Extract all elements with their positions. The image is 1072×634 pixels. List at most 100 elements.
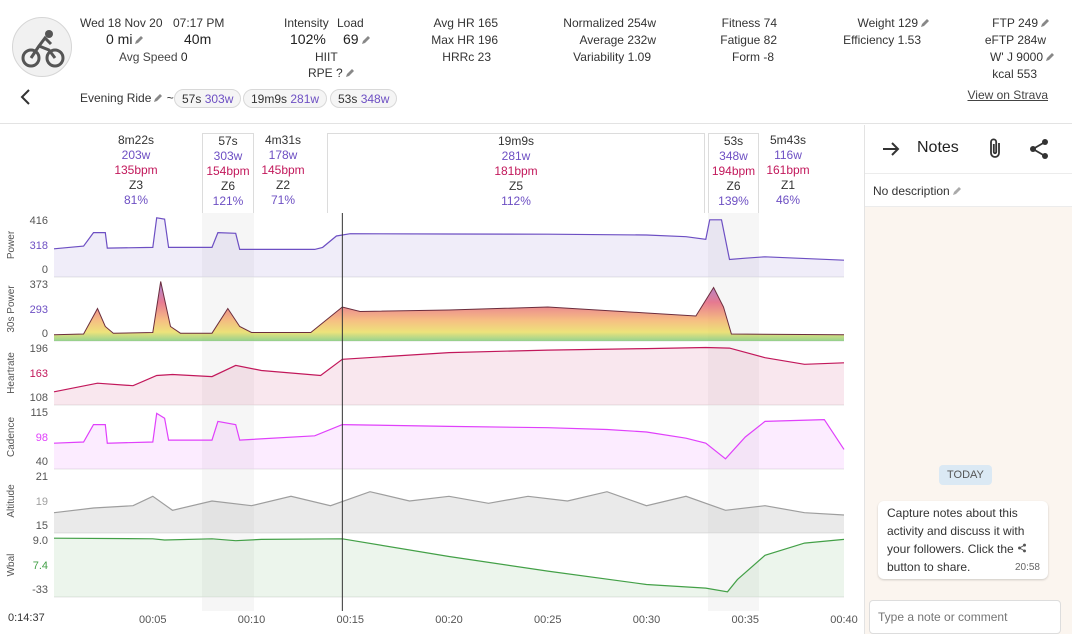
interval-power: 281w: [501, 149, 531, 163]
kcal-value: 553: [1016, 67, 1037, 81]
paperclip-icon: [990, 138, 1000, 158]
note-input[interactable]: [869, 600, 1061, 634]
y-tick-label: 293: [30, 304, 48, 316]
series-line: [53, 346, 845, 393]
max-hr-value: 196: [477, 33, 498, 47]
efficiency-value: 1.53: [897, 33, 921, 47]
activity-chart[interactable]: Power 416 318 0 30s Power 373 293 0 Heartrate 196…: [0, 125, 864, 634]
load-field[interactable]: 69: [343, 31, 371, 47]
hrrc: HRRc 23: [400, 50, 491, 64]
edit-pencil-icon[interactable]: [952, 185, 962, 195]
notes-header: Notes: [865, 125, 1072, 173]
interval-chip[interactable]: 53s 348w: [330, 89, 398, 108]
x-tick-label: 00:35: [731, 614, 759, 626]
eftp: eFTP 284w: [960, 33, 1046, 47]
interval-hr: 181bpm: [494, 164, 538, 178]
interval-card[interactable]: 19m9s 281w 181bpm Z5 112%: [327, 133, 705, 213]
interval-zone: Z5: [508, 179, 523, 193]
y-tick-label: 0: [42, 328, 48, 340]
panel-label: 30s Power: [6, 285, 17, 333]
workout-type: HIIT: [315, 50, 338, 64]
interval-duration: 57s: [218, 134, 238, 148]
wj-field[interactable]: W' J 9000: [960, 50, 1055, 64]
collapse-notes-button[interactable]: [879, 137, 903, 161]
attach-button[interactable]: [983, 137, 1007, 161]
panel-label: Altitude: [6, 484, 17, 518]
interval-card[interactable]: 8m22s 203w 135bpm Z3 81%: [90, 133, 182, 213]
interval-card[interactable]: 4m31s 178w 145bpm Z2 71%: [254, 133, 312, 213]
variability-label: Variability: [573, 50, 625, 64]
series-area: [54, 281, 844, 341]
arrow-right-icon: [883, 142, 900, 156]
interval-power: 116w: [774, 148, 802, 162]
edit-pencil-icon[interactable]: [345, 67, 355, 77]
interval-percent: 112%: [501, 194, 531, 208]
form-label: Form: [731, 50, 760, 64]
interval-chip[interactable]: 57s 303w: [174, 89, 242, 108]
edit-pencil-icon[interactable]: [1045, 51, 1055, 61]
edit-pencil-icon[interactable]: [361, 32, 371, 44]
rpe-field[interactable]: RPE ?: [308, 66, 355, 80]
chip-power: 281w: [290, 92, 320, 106]
message-text: your followers. Click the: [887, 542, 1014, 556]
notes-panel: Notes No description TODAY Capture notes…: [864, 125, 1072, 634]
interval-percent: 139%: [718, 194, 749, 208]
weight-field[interactable]: Weight 129: [820, 16, 930, 30]
load-value: 69: [343, 31, 359, 47]
edit-pencil-icon[interactable]: [153, 92, 163, 102]
interval-card[interactable]: 5m43s 116w 161bpm Z1 46%: [760, 133, 816, 213]
distance-field[interactable]: 0 mi: [106, 31, 144, 47]
edit-pencil-icon[interactable]: [134, 32, 144, 44]
share-icon: [1030, 139, 1048, 159]
avg-hr: Avg HR 165: [400, 16, 498, 30]
interval-percent: 81%: [123, 193, 149, 207]
message-time: 20:58: [1014, 562, 1040, 573]
series-line: [53, 491, 845, 516]
ftp-field[interactable]: FTP 249: [960, 16, 1050, 30]
back-button[interactable]: [16, 87, 36, 107]
y-tick-label: 9.0: [33, 535, 48, 547]
avg-speed-label: Avg Speed: [119, 50, 178, 64]
chevron-left-icon: [20, 89, 30, 105]
y-tick-label: 416: [30, 215, 48, 227]
description-field[interactable]: No description: [865, 173, 1072, 207]
interval-hr: 154bpm: [206, 164, 250, 178]
avg-hr-value: 165: [477, 16, 498, 30]
fitness: Fitness 74: [700, 16, 777, 30]
cyclist-icon: [21, 30, 65, 68]
y-tick-label: 373: [30, 279, 48, 291]
interval-card[interactable]: 57s 303w 154bpm Z6 121%: [202, 133, 254, 213]
series-area: [54, 413, 844, 469]
interval-percent: 46%: [775, 193, 801, 207]
interval-chip[interactable]: 19m9s 281w: [243, 89, 328, 108]
y-tick-label: -33: [32, 584, 48, 596]
x-tick-label: 00:15: [336, 614, 364, 626]
panel-label: Heartrate: [6, 352, 17, 394]
activity-time: 07:17 PM: [173, 16, 225, 30]
view-on-strava-link[interactable]: View on Strava: [967, 88, 1049, 102]
duration-value: 40m: [184, 31, 212, 47]
chip-power: 348w: [360, 92, 390, 106]
fatigue-label: Fatigue: [720, 33, 761, 47]
message-line: activity and discuss it with: [887, 524, 1025, 538]
panel-label: Wbal: [6, 554, 17, 577]
average-power: Average 232w: [540, 33, 656, 47]
interval-card[interactable]: 53s 348w 194bpm Z6 139%: [708, 133, 759, 213]
share-button[interactable]: [1027, 137, 1051, 161]
edit-pencil-icon[interactable]: [920, 17, 930, 27]
interval-zone: Z6: [726, 179, 741, 193]
y-tick-label: 196: [30, 343, 48, 355]
series-line: [53, 537, 845, 593]
activity-chart-svg[interactable]: Power 416 318 0 30s Power 373 293 0 Heartrate 196…: [0, 125, 864, 634]
interval-hr: 194bpm: [711, 164, 756, 178]
edit-pencil-icon[interactable]: [1040, 17, 1050, 27]
chip-power: 303w: [204, 92, 234, 106]
activity-name-field[interactable]: Evening Ride ~: [80, 91, 174, 105]
activity-type-avatar[interactable]: [12, 17, 72, 77]
message-line: button to share.: [887, 560, 971, 574]
interval-duration: 5m43s: [769, 133, 807, 147]
eftp-value: 284w: [1017, 33, 1046, 47]
activity-name: Evening Ride: [80, 91, 152, 105]
interval-zone: Z3: [128, 178, 143, 192]
interval-hr: 135bpm: [114, 163, 158, 177]
